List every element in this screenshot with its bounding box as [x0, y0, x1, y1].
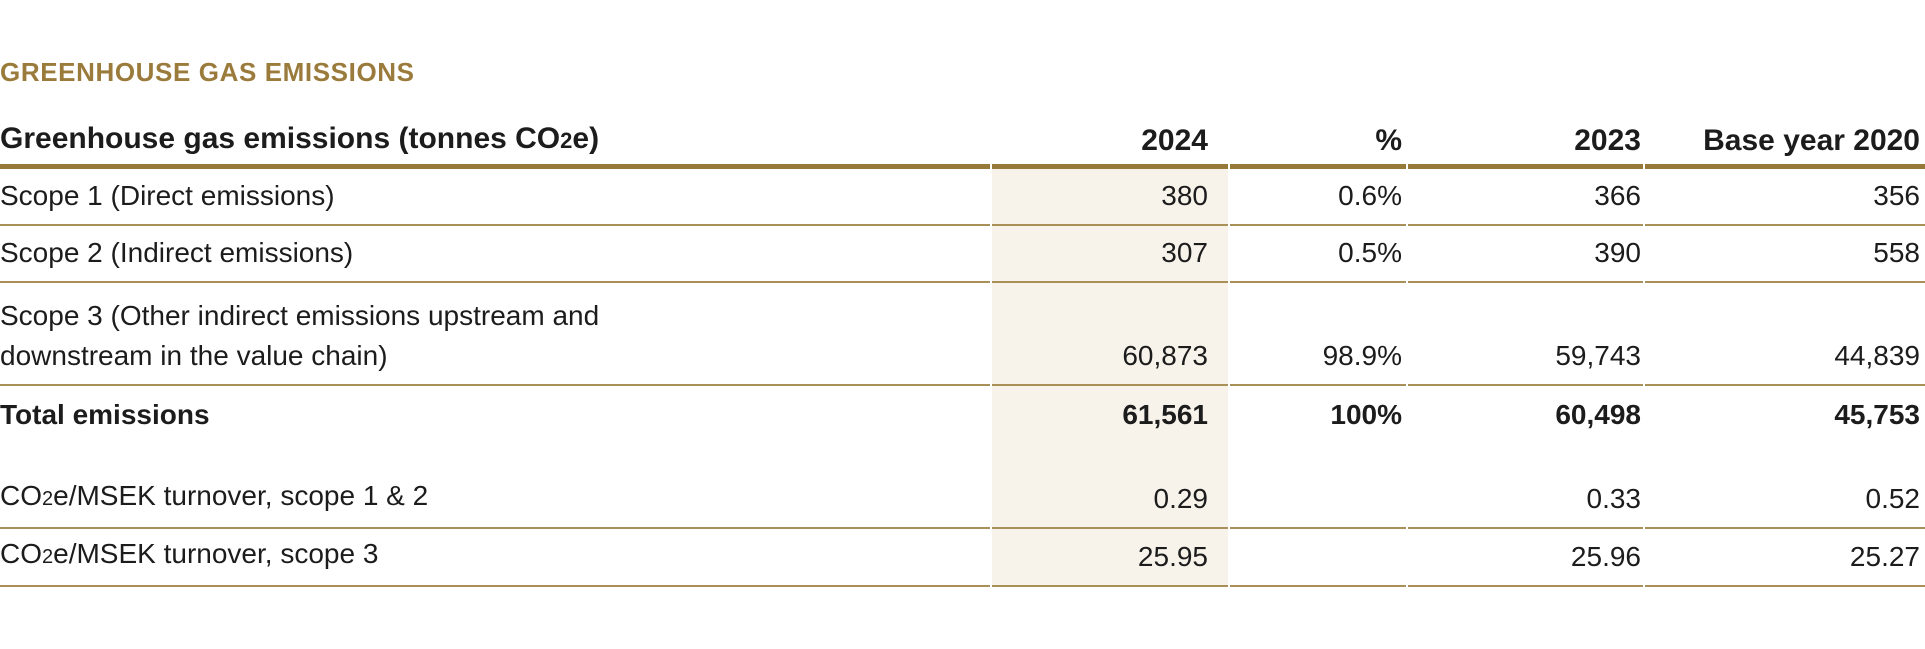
- cell-scope1-2024: 380: [992, 169, 1228, 226]
- cell-co2e3-2024: 25.95: [992, 529, 1228, 587]
- co2-subscript: 2: [560, 128, 573, 153]
- table-header-row: Greenhouse gas emissions (tonnes CO2e) 2…: [0, 108, 1925, 169]
- cell-co2e3-2023: 25.96: [1408, 529, 1643, 587]
- row-label-scope1: Scope 1 (Direct emissions): [0, 169, 990, 226]
- table-row-total-emissions: Total emissions 61,561 100% 60,498 45,75…: [0, 386, 1925, 443]
- spacer-2024-highlight: [992, 443, 1228, 472]
- cell-scope1-2023: 366: [1408, 169, 1643, 226]
- cell-scope3-2023: 59,743: [1408, 283, 1643, 386]
- column-header-2023: 2023: [1408, 108, 1643, 169]
- cell-scope3-2024: 60,873: [992, 283, 1228, 386]
- table-row-co2e-msek-scope-1-2: CO2e/MSEK turnover, scope 1 & 2 0.29 0.3…: [0, 472, 1925, 529]
- section-title: GREENHOUSE GAS EMISSIONS: [0, 57, 415, 87]
- table-row-scope2: Scope 2 (Indirect emissions) 307 0.5% 39…: [0, 226, 1925, 283]
- cell-scope2-2023: 390: [1408, 226, 1643, 283]
- column-header-base-year-2020: Base year 2020: [1645, 108, 1925, 169]
- cell-co2e12-2023: 0.33: [1408, 472, 1643, 529]
- cell-scope2-percent: 0.5%: [1230, 226, 1406, 283]
- cell-total-2024: 61,561: [992, 386, 1228, 443]
- cell-scope2-base-year: 558: [1645, 226, 1925, 283]
- table-row-co2e-msek-scope-3: CO2e/MSEK turnover, scope 3 25.95 25.96 …: [0, 529, 1925, 587]
- cell-scope2-2024: 307: [992, 226, 1228, 283]
- table-spacer-row: [0, 443, 1925, 472]
- cell-scope1-base-year: 356: [1645, 169, 1925, 226]
- row-label-co2e-msek-scope-1-2: CO2e/MSEK turnover, scope 1 & 2: [0, 472, 990, 529]
- cell-total-2023: 60,498: [1555, 399, 1641, 430]
- cell-total-percent: 100%: [1330, 399, 1402, 430]
- cell-co2e3-percent: [1230, 529, 1406, 587]
- cell-co2e12-2024: 0.29: [992, 472, 1228, 529]
- co2-subscript: 2: [42, 488, 54, 510]
- report-page: GREENHOUSE GAS EMISSIONS Greenhouse gas …: [0, 58, 1925, 587]
- table-row-scope1: Scope 1 (Direct emissions) 380 0.6% 366 …: [0, 169, 1925, 226]
- column-header-2024: 2024: [992, 108, 1228, 169]
- cell-total-base-year: 45,753: [1834, 399, 1920, 430]
- table-row-scope3: Scope 3 (Other indirect emissions upstre…: [0, 283, 1925, 386]
- row-label-scope3: Scope 3 (Other indirect emissions upstre…: [0, 283, 990, 386]
- table-header-label: Greenhouse gas emissions (tonnes CO2e): [0, 108, 990, 169]
- co2-subscript: 2: [42, 546, 54, 568]
- column-header-percent: %: [1230, 108, 1406, 169]
- cell-scope1-percent: 0.6%: [1230, 169, 1406, 226]
- cell-scope3-base-year: 44,839: [1645, 283, 1925, 386]
- cell-co2e3-base-year: 25.27: [1645, 529, 1925, 587]
- table-header-label-text: Greenhouse gas emissions (tonnes CO2e): [0, 122, 600, 155]
- row-label-co2e-msek-scope-3: CO2e/MSEK turnover, scope 3: [0, 529, 990, 587]
- cell-scope3-percent: 98.9%: [1230, 283, 1406, 386]
- cell-co2e12-base-year: 0.52: [1645, 472, 1925, 529]
- row-label-scope2: Scope 2 (Indirect emissions): [0, 226, 990, 283]
- cell-co2e12-percent: [1230, 472, 1406, 529]
- row-label-total-emissions: Total emissions: [0, 399, 210, 430]
